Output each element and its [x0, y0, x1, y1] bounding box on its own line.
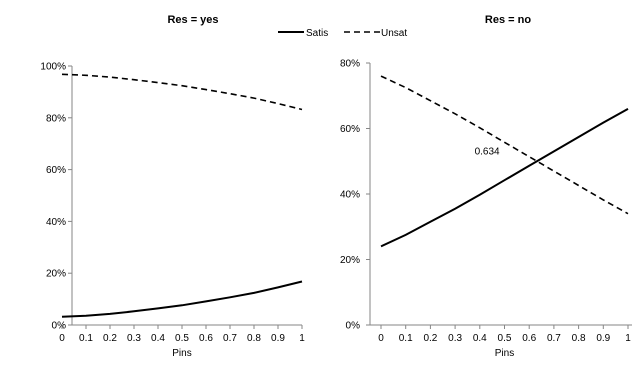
x-tick-label: 1 — [299, 333, 305, 344]
chart-panel-res-no: Res = no 0% 20% 40% 60% 80% 0 0.1 0.2 0.3 0.4 0.5 0.… — [340, 14, 632, 359]
x-tick-label: 0.8 — [572, 333, 586, 344]
y-tick-label: 80% — [340, 59, 360, 70]
x-tick-label: 0.7 — [547, 333, 561, 344]
x-tick-label: 0.2 — [103, 333, 117, 344]
legend: Satis Unsat — [278, 28, 407, 39]
y-tick-label: 40% — [46, 217, 66, 228]
legend-unsat-label: Unsat — [381, 28, 407, 39]
x-tick-label: 0.4 — [473, 333, 487, 344]
x-tick-label: 0.9 — [271, 333, 285, 344]
x-tick-label: 0.7 — [223, 333, 237, 344]
x-tick-label: 1 — [625, 333, 631, 344]
x-tick-label: 0.5 — [175, 333, 189, 344]
x-tick-label: 0.1 — [79, 333, 93, 344]
y-tick-label: 0% — [52, 321, 67, 332]
series-line-satis — [380, 108, 629, 248]
x-tick-label: 0.5 — [498, 333, 512, 344]
x-tick-label: 0.4 — [151, 333, 165, 344]
y-tick-label: 20% — [46, 269, 66, 280]
legend-satis-label: Satis — [306, 28, 328, 39]
y-tick-label: 0% — [346, 321, 361, 332]
y-tick-label: 100% — [40, 62, 66, 73]
series-line-unsat — [380, 75, 629, 215]
x-tick-label: 0.2 — [423, 333, 437, 344]
crossing-annotation: 0.634 — [475, 146, 500, 157]
y-tick-label: 20% — [340, 255, 360, 266]
y-tick-label: 40% — [340, 190, 360, 201]
x-tick-label: 0.6 — [199, 333, 213, 344]
x-axis-label: Pins — [495, 348, 514, 359]
x-tick-label: 0.8 — [247, 333, 261, 344]
x-tick-label: 0.1 — [399, 333, 413, 344]
x-tick-label: 0.3 — [127, 333, 141, 344]
x-axis-label: Pins — [172, 348, 191, 359]
y-tick-label: 60% — [46, 165, 66, 176]
series-line-satis — [61, 280, 303, 318]
x-tick-label: 0.6 — [522, 333, 536, 344]
y-tick-label: 60% — [340, 124, 360, 135]
chart-title: Res = yes — [167, 14, 218, 26]
x-tick-label: 0.9 — [596, 333, 610, 344]
x-tick-label: 0.3 — [448, 333, 462, 344]
chart-title: Res = no — [485, 14, 531, 26]
y-tick-label: 80% — [46, 113, 66, 124]
x-tick-label: 0 — [59, 333, 65, 344]
x-tick-label: 0 — [378, 333, 384, 344]
chart-panel-res-yes: Res = yes 0% 20% 40% 60% 80% 100% 0 0.1 0.2 0.3 0.4… — [40, 14, 305, 359]
series-line-unsat — [61, 73, 303, 111]
